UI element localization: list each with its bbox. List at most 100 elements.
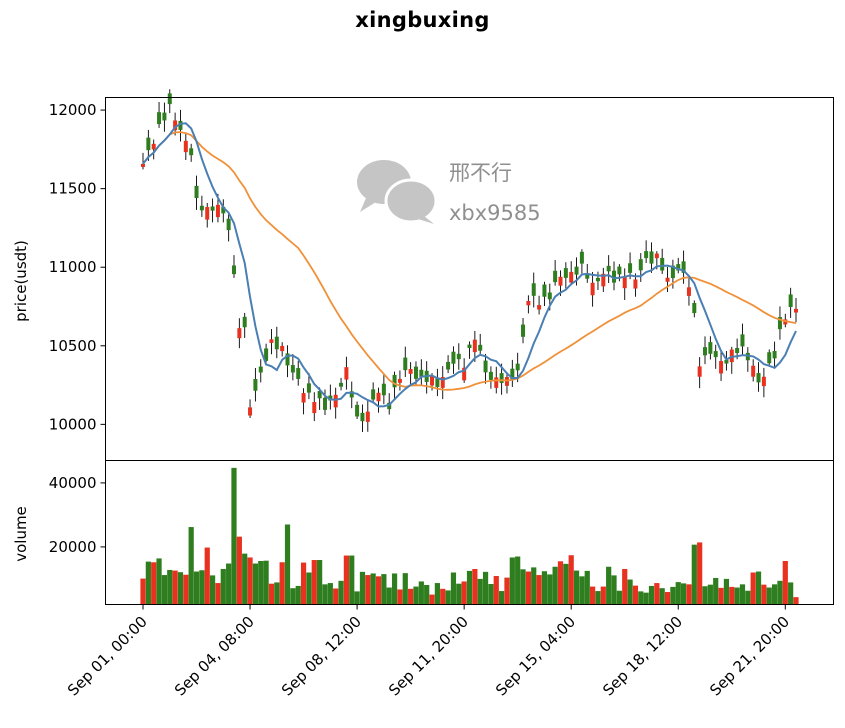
- volume-bar: [771, 584, 778, 605]
- price-y-tick-label: 11500: [49, 180, 97, 198]
- volume-bar: [766, 587, 772, 605]
- volume-bar: [525, 571, 531, 605]
- watermark: 邢不行 xbx9585: [357, 160, 541, 225]
- candle-body: [644, 251, 649, 259]
- candle-body: [719, 361, 724, 374]
- ma-short-line: [142, 122, 797, 408]
- price-y-tick-label: 10000: [49, 415, 97, 433]
- candle-body: [697, 366, 702, 377]
- candle-body: [504, 377, 509, 386]
- volume-bar: [466, 570, 473, 605]
- candle-body: [344, 367, 349, 380]
- volume-bar: [750, 572, 756, 605]
- candle-body: [392, 374, 397, 388]
- volume-bar: [531, 567, 537, 605]
- volume-bar: [573, 570, 580, 605]
- candle-body: [285, 353, 290, 366]
- volume-bar: [204, 547, 210, 605]
- volume-bar: [408, 588, 414, 605]
- volume-bar: [274, 582, 280, 605]
- volume-bar: [557, 561, 564, 605]
- candle-body: [735, 347, 740, 354]
- candle-body: [526, 301, 531, 306]
- price-y-tick-label: 10500: [49, 337, 97, 355]
- volume-bar: [670, 586, 676, 605]
- candle-body: [333, 394, 338, 408]
- volume-bar: [713, 577, 719, 605]
- candle-body: [248, 407, 253, 416]
- volume-bar: [440, 588, 446, 605]
- candle-body: [574, 266, 579, 275]
- candle-body: [446, 361, 451, 370]
- candle-body: [205, 207, 210, 220]
- volume-bar: [359, 571, 366, 605]
- candle-body: [339, 382, 344, 387]
- volume-bar: [793, 597, 799, 605]
- volume-bar: [499, 591, 505, 605]
- volume-bar: [317, 560, 323, 605]
- candle-body: [183, 140, 188, 153]
- candle-body: [649, 251, 654, 264]
- candle-body: [296, 368, 301, 379]
- candle-body: [681, 261, 686, 273]
- candle-body: [221, 206, 226, 214]
- candle-body: [676, 264, 681, 271]
- volume-bar: [622, 568, 628, 605]
- volume-bar: [707, 584, 713, 605]
- volume-bar: [547, 574, 553, 605]
- candle-body: [215, 204, 220, 218]
- moving-average-lines: [142, 122, 797, 408]
- volume-bar: [424, 584, 430, 605]
- candle-body: [381, 383, 386, 396]
- volume-bar: [702, 586, 708, 605]
- volume-bar: [413, 586, 419, 605]
- candle-body: [456, 353, 461, 360]
- volume-bar: [370, 573, 376, 605]
- candle-body: [349, 391, 354, 398]
- candle-body: [408, 369, 413, 374]
- volume-bar: [183, 574, 189, 605]
- volume-bar: [375, 576, 382, 605]
- volume-bar: [429, 594, 435, 605]
- x-tick-label: Sep 11, 20:00: [385, 613, 472, 700]
- volume-bar: [418, 581, 424, 605]
- volume-bar: [675, 582, 681, 605]
- candle-body: [274, 336, 279, 350]
- volume-bar: [434, 583, 440, 605]
- volume-bar: [145, 561, 151, 605]
- wechat-bubbles-icon: [357, 160, 438, 224]
- volume-bars: [140, 467, 799, 605]
- volume-bar: [300, 562, 307, 605]
- volume-bar: [723, 578, 730, 605]
- ma-long-line: [142, 131, 797, 391]
- watermark-id: xbx9585: [449, 201, 541, 225]
- candle-body: [376, 392, 381, 402]
- volume-bar: [306, 572, 312, 605]
- volume-bar: [477, 578, 483, 605]
- candle-body: [686, 287, 691, 296]
- candle-body: [521, 324, 526, 337]
- volume-bar: [391, 573, 398, 605]
- volume-bar: [215, 583, 221, 605]
- candle-body: [413, 366, 418, 379]
- volume-bar: [236, 536, 242, 605]
- candle-body: [703, 347, 708, 356]
- volume-bar: [343, 555, 349, 605]
- price-panel-frame: [105, 97, 834, 461]
- candle-body: [403, 357, 408, 371]
- volume-bar: [151, 562, 157, 605]
- volume-bar: [584, 570, 590, 605]
- candle-body: [633, 279, 638, 289]
- volume-bar: [745, 590, 751, 605]
- candle-body: [665, 277, 670, 282]
- candle-body: [355, 404, 360, 417]
- candle-body: [692, 303, 697, 314]
- volume-y-tick-label: 20000: [49, 538, 97, 556]
- volume-bar: [638, 591, 644, 605]
- candle-body: [231, 265, 236, 275]
- candle-body: [777, 317, 782, 330]
- candle-body: [617, 266, 622, 275]
- volume-bar: [354, 591, 360, 605]
- volume-bar: [177, 572, 184, 605]
